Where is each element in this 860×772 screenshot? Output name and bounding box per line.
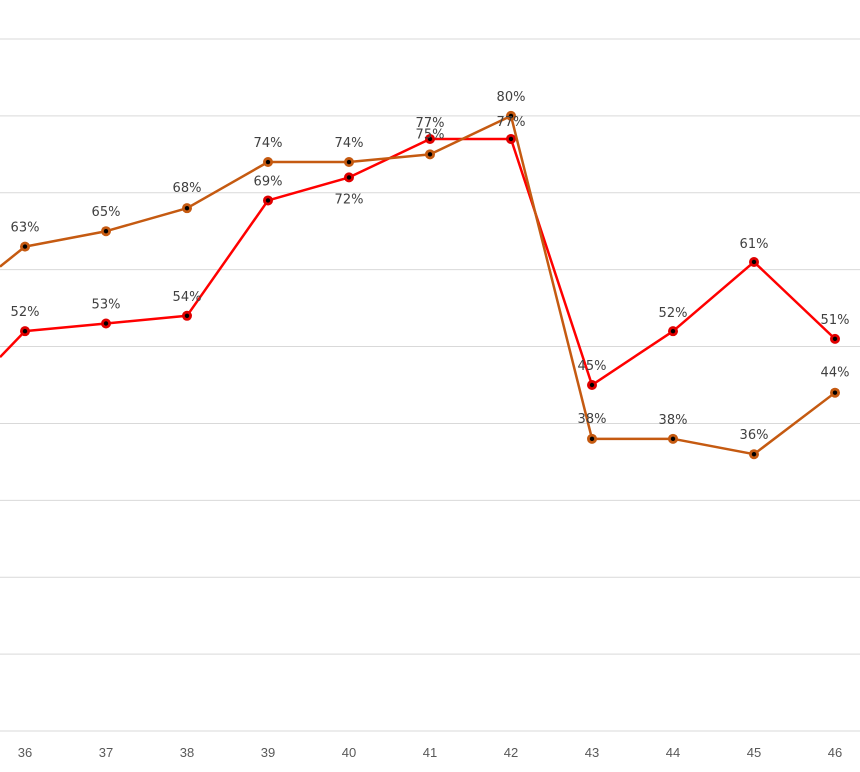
- data-label: 75%: [416, 127, 445, 142]
- x-tick-label: 46: [828, 745, 842, 760]
- x-tick-label: 36: [18, 745, 32, 760]
- x-tick-label: 45: [747, 745, 761, 760]
- data-point-center: [103, 229, 109, 234]
- data-label: 51%: [821, 313, 850, 328]
- series-line-lead: [0, 245, 26, 268]
- data-label: 38%: [578, 412, 607, 427]
- series-line: [24, 114, 836, 456]
- x-tick-label: 38: [180, 745, 194, 760]
- x-tick-label: 43: [585, 745, 599, 760]
- x-tick-label: 42: [504, 745, 518, 760]
- data-point-center: [832, 390, 838, 395]
- series-2: [0, 110, 840, 460]
- x-tick-label: 41: [423, 745, 437, 760]
- data-point-center: [265, 159, 271, 165]
- data-label: 77%: [497, 115, 526, 130]
- data-point-center: [265, 198, 271, 203]
- data-labels-group: 52% 53% 54% 69% 72% 77% 77% 45% 52% 61% 51% 63% 65% 6…: [11, 90, 850, 443]
- data-label: 74%: [335, 136, 364, 151]
- data-point-center: [346, 159, 352, 165]
- data-point-center: [751, 259, 757, 265]
- data-label: 52%: [11, 305, 40, 320]
- data-label: 69%: [254, 174, 283, 189]
- x-tick-label: 44: [666, 745, 680, 760]
- data-label: 36%: [740, 428, 769, 443]
- data-label: 53%: [92, 297, 121, 312]
- data-point-center: [589, 436, 595, 442]
- data-label: 63%: [11, 221, 40, 236]
- series-line-lead: [0, 330, 26, 359]
- data-label: 68%: [173, 181, 202, 196]
- data-point-center: [103, 321, 109, 326]
- data-point-center: [184, 313, 190, 318]
- series-line: [24, 137, 836, 387]
- x-tick-label: 37: [99, 745, 113, 760]
- data-label: 72%: [335, 192, 364, 207]
- data-point-center: [184, 205, 190, 211]
- series-group: [0, 110, 840, 460]
- data-point-center: [832, 336, 838, 342]
- x-tick-label: 40: [342, 745, 356, 760]
- data-point-center: [427, 136, 433, 142]
- data-label: 77%: [416, 116, 445, 131]
- data-point-center: [22, 244, 28, 249]
- data-label: 45%: [578, 359, 607, 374]
- data-point-center: [670, 436, 676, 442]
- data-point-center: [751, 452, 757, 457]
- data-point-center: [589, 382, 595, 388]
- data-label: 54%: [173, 290, 202, 305]
- data-point-center: [508, 113, 514, 119]
- data-point-center: [670, 328, 676, 334]
- x-axis-tick-labels: 36 37 38 39 40 41 42 43 44 45 46: [18, 745, 842, 760]
- gridlines: [0, 38, 860, 732]
- data-label: 61%: [740, 237, 769, 252]
- data-point-center: [508, 136, 514, 142]
- x-tick-label: 39: [261, 745, 275, 760]
- data-point-center: [346, 175, 352, 180]
- data-point-center: [22, 328, 28, 334]
- data-label: 44%: [821, 366, 850, 381]
- data-label: 38%: [659, 413, 688, 428]
- data-label: 52%: [659, 306, 688, 321]
- data-label: 65%: [92, 205, 121, 220]
- data-label: 80%: [497, 90, 526, 105]
- data-point-center: [427, 152, 433, 157]
- series-1: [0, 133, 840, 390]
- data-label: 74%: [254, 136, 283, 151]
